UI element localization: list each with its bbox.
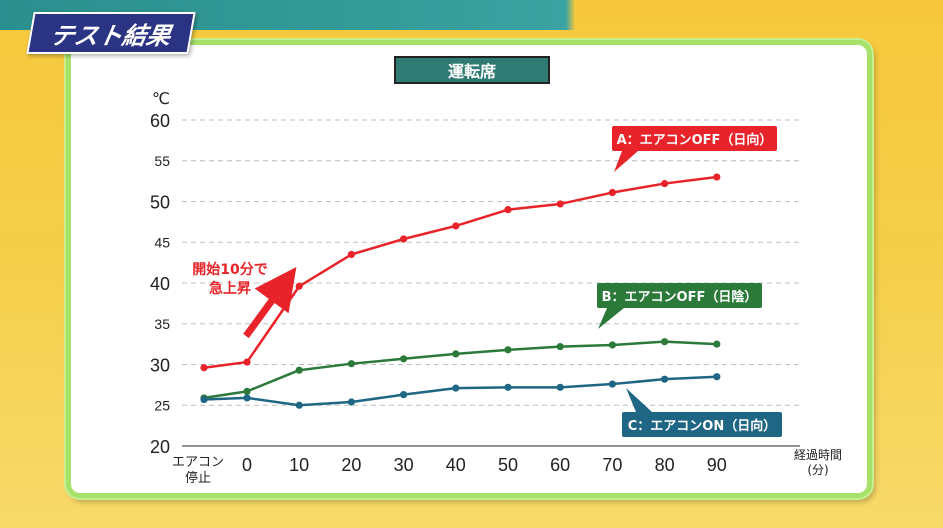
chart-title: 運転席 bbox=[394, 56, 550, 84]
x-tick-label: 80 bbox=[655, 455, 675, 475]
y-tick-label: 60 bbox=[150, 111, 170, 131]
legend-pointer bbox=[614, 151, 638, 172]
x-tick-label: 90 bbox=[707, 455, 727, 475]
annotation-arrow bbox=[243, 267, 297, 339]
data-point bbox=[200, 395, 208, 404]
data-point bbox=[400, 391, 408, 399]
data-point bbox=[452, 222, 460, 230]
x-tick-label: 30 bbox=[394, 455, 414, 475]
y-axis-unit: ℃ bbox=[152, 89, 170, 108]
x-tick-label: 20 bbox=[341, 455, 361, 475]
legend-box bbox=[597, 283, 762, 308]
data-point bbox=[400, 355, 408, 363]
x-tick-label: 70 bbox=[602, 455, 622, 475]
y-tick-label: 20 bbox=[150, 437, 170, 457]
y-tick-label: 50 bbox=[150, 193, 170, 213]
legend-box bbox=[612, 126, 777, 151]
data-point bbox=[556, 200, 564, 208]
legend-pointer bbox=[598, 308, 624, 329]
data-point bbox=[295, 401, 303, 409]
x-tick-label: 10 bbox=[289, 455, 309, 475]
y-tick-label: 25 bbox=[154, 397, 170, 413]
data-point bbox=[200, 364, 208, 372]
data-point bbox=[608, 380, 617, 388]
x-tick-label: 40 bbox=[446, 455, 466, 475]
data-point bbox=[243, 387, 251, 395]
data-point bbox=[452, 350, 460, 358]
y-tick-label: 35 bbox=[154, 316, 170, 332]
series-line bbox=[203, 175, 717, 369]
data-point bbox=[295, 366, 303, 374]
data-point bbox=[713, 373, 721, 381]
x-tick-label: 60 bbox=[550, 455, 570, 475]
series-line bbox=[203, 340, 717, 400]
legend-pointer bbox=[626, 388, 652, 412]
data-point bbox=[556, 342, 564, 351]
data-point bbox=[504, 383, 512, 391]
page-title: テスト結果 bbox=[26, 12, 196, 54]
data-point bbox=[556, 383, 564, 391]
data-point bbox=[713, 173, 721, 181]
data-point bbox=[452, 384, 460, 392]
data-point bbox=[347, 360, 355, 368]
x-tick-label: 0 bbox=[242, 455, 252, 475]
y-tick-label: 55 bbox=[154, 153, 170, 169]
data-point bbox=[661, 375, 669, 383]
annotation-text: 開始10分で急上昇 bbox=[192, 261, 267, 297]
y-tick-label: 45 bbox=[154, 234, 170, 250]
data-point bbox=[347, 398, 355, 406]
x-axis-label: 経過時間(分) bbox=[794, 448, 842, 477]
y-tick-label: 30 bbox=[150, 356, 170, 376]
legend-label: A：エアコンOFF（日向） bbox=[617, 132, 773, 148]
legend-label: B：エアコンOFF（日陰） bbox=[602, 289, 758, 305]
legend-box bbox=[622, 412, 782, 437]
data-point bbox=[661, 338, 669, 346]
data-point bbox=[400, 235, 408, 243]
data-point bbox=[661, 179, 669, 188]
legend-label: C：エアコンON（日向） bbox=[628, 418, 776, 434]
data-point bbox=[295, 282, 303, 290]
data-point bbox=[713, 340, 721, 348]
x-tick-label: エアコン停止 bbox=[172, 455, 224, 486]
data-point bbox=[504, 206, 512, 214]
data-point bbox=[347, 250, 355, 259]
data-point bbox=[608, 188, 617, 197]
data-point bbox=[243, 394, 251, 402]
x-tick-label: 50 bbox=[498, 455, 518, 475]
data-point bbox=[504, 346, 512, 354]
y-tick-label: 40 bbox=[150, 274, 170, 294]
data-point bbox=[243, 358, 251, 366]
data-point bbox=[608, 341, 617, 349]
